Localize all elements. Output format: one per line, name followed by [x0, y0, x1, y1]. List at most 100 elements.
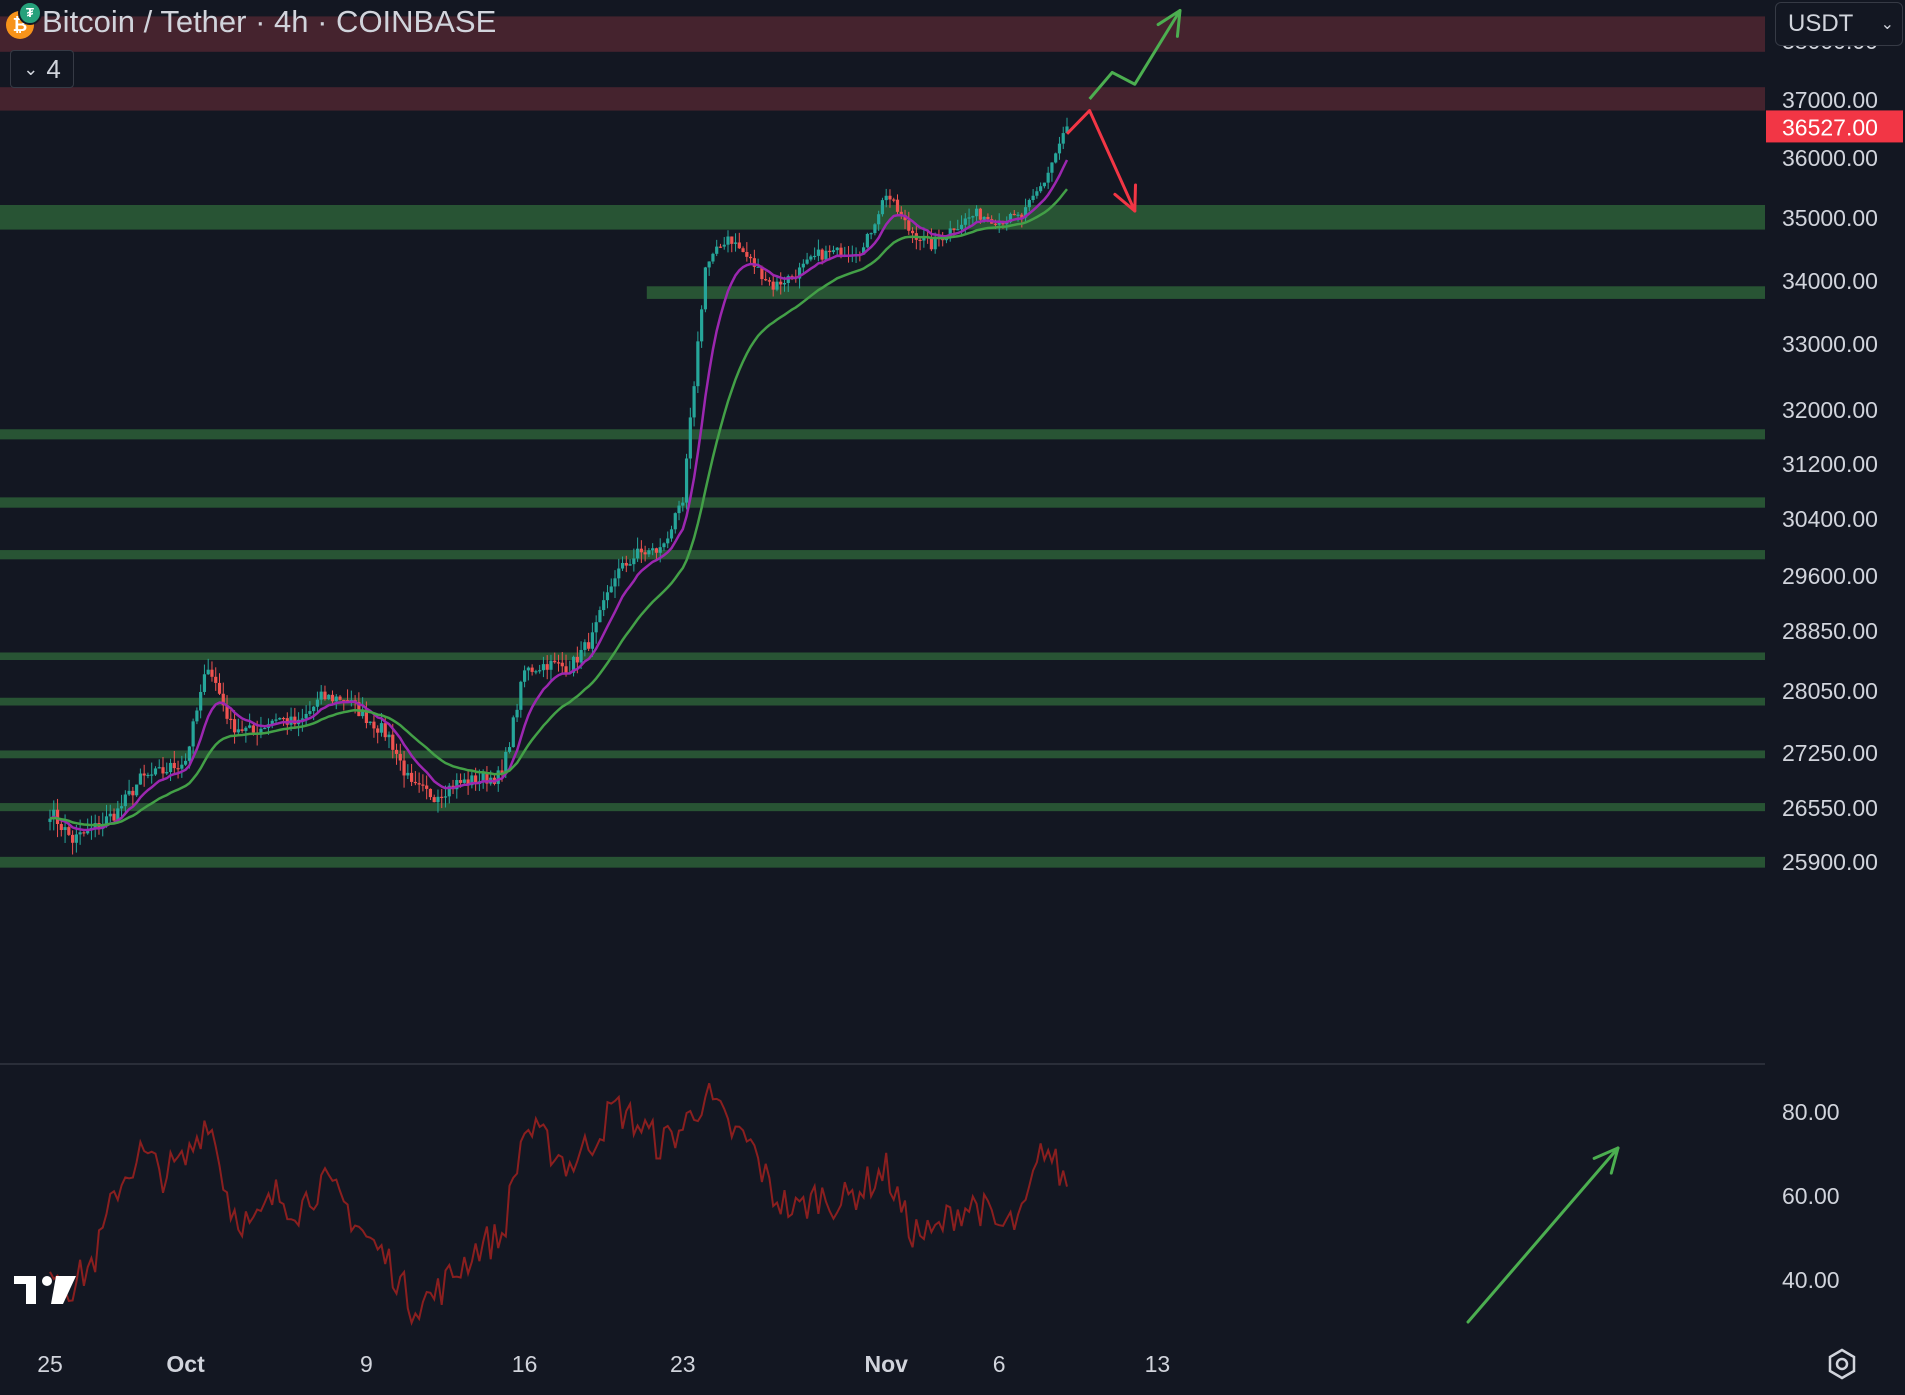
price-axis-label: 28850.00: [1782, 618, 1878, 644]
candle-body: [398, 753, 402, 761]
candle-body: [598, 610, 602, 623]
candle-body: [150, 774, 154, 776]
candle-body: [86, 829, 90, 834]
candle-body: [417, 783, 421, 785]
candle-body: [338, 696, 342, 700]
candlestick-series: [48, 117, 1069, 855]
candle-body: [745, 252, 749, 257]
rsi-axis-label: 80.00: [1782, 1099, 1840, 1125]
candle-body: [142, 773, 146, 776]
last-price-badge-bg: [1766, 110, 1903, 143]
candle-body: [391, 734, 395, 750]
candle-body: [63, 827, 67, 831]
candle-body: [187, 746, 191, 761]
time-axis[interactable]: 25 Oct 9 16 23 Nov 6 13: [37, 1351, 1170, 1377]
time-axis-label: Nov: [864, 1351, 908, 1377]
candle-body: [1057, 143, 1062, 154]
price-axis[interactable]: 38000.0037000.0036000.0035000.0034000.00…: [1782, 28, 1878, 875]
candle-body: [865, 233, 869, 248]
candle-body: [530, 667, 534, 672]
candle-body: [767, 280, 772, 282]
candle-body: [523, 670, 527, 682]
candle-body: [229, 718, 233, 721]
candle-body: [428, 788, 433, 798]
candle-body: [583, 642, 587, 650]
candle-body: [1031, 195, 1035, 201]
candle-body: [895, 199, 900, 212]
candle-body: [764, 279, 768, 281]
candle-body: [82, 832, 86, 834]
candle-body: [394, 749, 399, 754]
time-axis-label: 25: [37, 1351, 63, 1377]
candle-body: [771, 281, 775, 290]
candle-body: [176, 768, 180, 770]
candle-body: [1035, 191, 1039, 196]
candle-body: [975, 208, 979, 217]
candle-body: [48, 818, 52, 822]
chevron-down-icon: ⌄: [23, 59, 39, 79]
candle-body: [470, 775, 474, 786]
candle-body: [782, 282, 787, 285]
candle-body: [959, 224, 964, 230]
candle-body: [507, 747, 512, 752]
indicators-toggle-button[interactable]: ⌄ 4: [10, 50, 74, 88]
candle-body: [248, 725, 252, 728]
candle-body: [624, 562, 628, 566]
candle-body: [733, 242, 738, 244]
candle-body: [669, 529, 674, 539]
candle-body: [221, 693, 225, 706]
chart-settings-icon[interactable]: [1826, 1348, 1858, 1380]
support-zone-8: [0, 697, 1765, 706]
candle-body: [308, 711, 312, 714]
candle-body: [315, 699, 320, 707]
candle-body: [304, 713, 308, 719]
tradingview-logo-icon[interactable]: [14, 1272, 76, 1306]
candle-body: [112, 813, 116, 821]
support-zone-9: [0, 750, 1765, 759]
candle-body: [206, 669, 210, 675]
candle-body: [357, 702, 361, 717]
candle-body: [432, 797, 436, 803]
support-zone-6: [0, 550, 1765, 560]
candle-body: [688, 417, 692, 459]
candle-body: [406, 772, 410, 776]
support-zone-3: [646, 286, 1765, 299]
price-axis-label: 35000.00: [1782, 205, 1878, 231]
price-axis-label: 29600.00: [1782, 563, 1878, 589]
candle-body: [553, 660, 557, 663]
candle-body: [55, 809, 60, 824]
tether-icon: ₮: [18, 1, 42, 25]
candle-body: [131, 790, 135, 796]
candle-body: [715, 246, 719, 254]
candle-body: [217, 682, 222, 694]
candle-body: [135, 784, 139, 796]
currency-selector[interactable]: USDT ⌄: [1775, 2, 1903, 46]
candle-body: [368, 721, 372, 724]
symbol-header[interactable]: ₿ ₮ Bitcoin / Tether · 4h · COINBASE: [6, 1, 496, 42]
candle-body: [372, 721, 376, 729]
candle-body: [1012, 213, 1016, 216]
candle-body: [180, 764, 184, 769]
candle-body: [726, 236, 730, 245]
candle-body: [447, 785, 451, 797]
candle-body: [538, 670, 542, 672]
candle-body: [873, 224, 877, 234]
candle-body: [941, 238, 945, 241]
candle-body: [560, 662, 564, 667]
rsi-up-arrow-head: [1592, 1146, 1620, 1160]
candle-body: [376, 728, 380, 733]
candle-body: [963, 218, 967, 225]
candle-body: [1039, 186, 1043, 192]
candle-body: [270, 720, 274, 725]
indicator-count: 4: [46, 53, 61, 84]
candle-body: [251, 725, 255, 733]
candle-body: [636, 548, 640, 559]
candle-body: [707, 261, 711, 268]
candle-body: [161, 767, 165, 774]
candle-body: [869, 233, 873, 235]
candle-body: [244, 727, 248, 731]
candle-body: [722, 244, 726, 247]
price-axis-label: 30400.00: [1782, 506, 1878, 532]
time-axis-label: 13: [1145, 1351, 1171, 1377]
